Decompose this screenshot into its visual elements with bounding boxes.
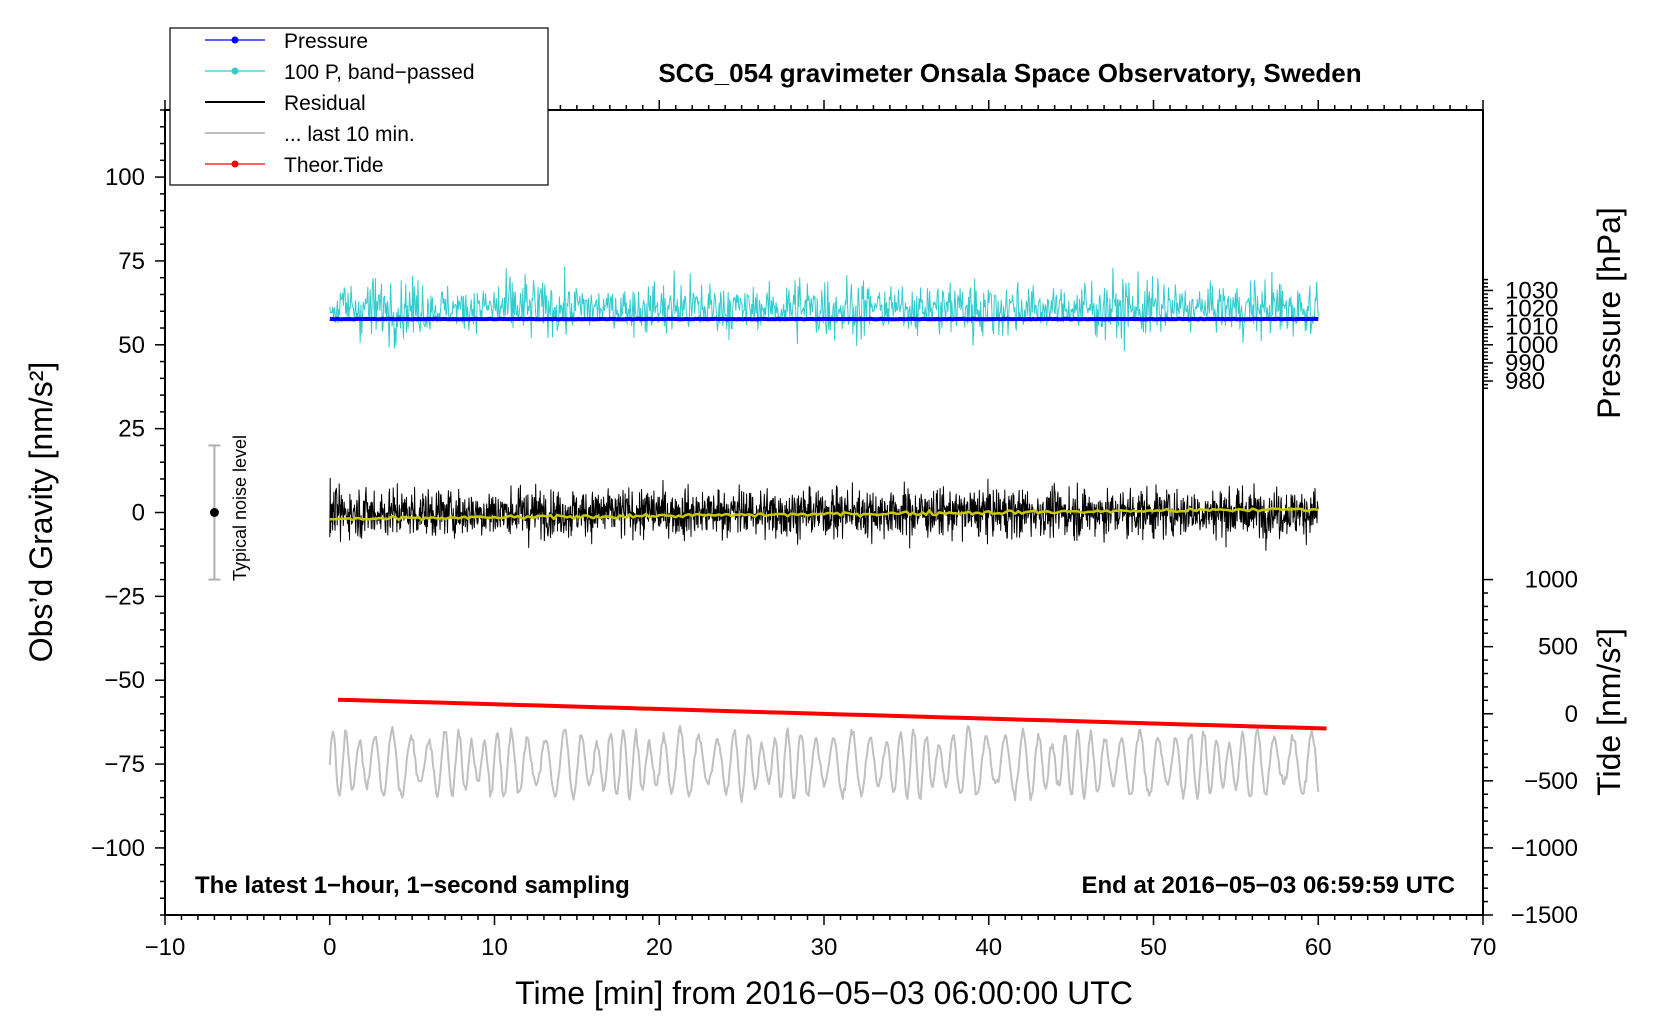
legend-label-theor-tide: Theor.Tide [284, 154, 384, 177]
annotation-right-note: End at 2016−05−03 06:59:59 UTC [1081, 872, 1455, 899]
y-tick-label: 0 [132, 500, 145, 527]
y-tick-label: 100 [105, 164, 145, 191]
tide-tick-label: −1000 [1511, 835, 1578, 862]
series-band-passed-pressure [329, 266, 1319, 352]
y-tick-label: −75 [104, 751, 145, 778]
pressure-tick-label: 1030 [1505, 277, 1558, 304]
y-axis-title-left: Obs’d Gravity [nm/s²] [23, 362, 59, 663]
data-series [328, 266, 1327, 804]
y-axis-title-tide: Tide [nm/s²] [1591, 628, 1627, 796]
x-axis-title: Time [min] from 2016−05−03 06:00:00 UTC [515, 975, 1133, 1011]
y-tick-label: −50 [104, 667, 145, 694]
x-tick-label: 20 [646, 934, 673, 961]
legend-entry-pressure: Pressure [205, 30, 368, 53]
y-tick-label: −100 [91, 835, 145, 862]
pressure-tick-label: 980 [1505, 368, 1545, 395]
noise-bar-center-dot [209, 508, 219, 517]
legend-entry-residual: Residual [205, 92, 366, 115]
pressure-tick-label: 990 [1505, 350, 1545, 377]
legend-label-last-10-min: ... last 10 min. [284, 123, 415, 146]
annotation-left-note: The latest 1−hour, 1−second sampling [195, 872, 630, 899]
x-tick-label: 50 [1140, 934, 1167, 961]
series-theor-tide [337, 697, 1327, 731]
legend-marker-theor-tide [231, 160, 239, 168]
legend-box [169, 27, 549, 186]
x-tick-label: 30 [811, 934, 838, 961]
series-residual [329, 477, 1319, 551]
series-pressure [329, 316, 1319, 322]
tide-tick-label: −500 [1524, 768, 1578, 795]
tide-tick-label: 500 [1538, 634, 1578, 661]
legend-label-pressure: Pressure [284, 30, 368, 53]
legend-label-residual: Residual [284, 92, 366, 115]
tide-tick-label: 0 [1565, 701, 1578, 728]
x-tick-label: 60 [1305, 934, 1332, 961]
x-tick-label: 40 [975, 934, 1002, 961]
y-tick-label: −25 [104, 583, 145, 610]
legend-entry-band-passed: 100 P, band−passed [205, 61, 475, 84]
y-tick-label: 25 [118, 416, 145, 443]
y-axis-title-pressure: Pressure [hPa] [1591, 207, 1627, 419]
x-tick-label: 0 [323, 934, 336, 961]
legend-label-band-passed: 100 P, band−passed [284, 61, 475, 84]
tide-tick-label: −1500 [1511, 902, 1578, 929]
y-tick-label: 50 [118, 332, 145, 359]
pressure-tick-label: 1020 [1505, 296, 1558, 323]
axis-ticks: −10 0 10 20 30 40 50 60 701007550250−25−50−75−10… [91, 100, 1578, 961]
noise-level-bar [208, 444, 221, 581]
x-tick-label: 10 [481, 934, 508, 961]
pressure-tick-label: 1010 [1505, 314, 1558, 341]
legend: Pressure 100 P, band−passed Residual ...… [169, 27, 549, 186]
legend-entry-last-10-min: ... last 10 min. [205, 123, 415, 146]
pressure-tick-label: 1000 [1505, 332, 1558, 359]
legend-entry-theor-tide: Theor.Tide [205, 154, 384, 177]
tide-tick-label: 1000 [1525, 567, 1578, 594]
y-tick-label: 75 [118, 248, 145, 275]
x-tick-label: 70 [1470, 934, 1497, 961]
series-residual-smoothed [329, 507, 1319, 522]
legend-marker-pressure [231, 36, 239, 44]
series-last-10-min [328, 725, 1320, 804]
chart-title: SCG_054 gravimeter Onsala Space Observat… [658, 58, 1361, 88]
noise-level-label: Typical noise level [230, 435, 250, 581]
legend-marker-band-passed [231, 67, 239, 75]
x-tick-label: −10 [145, 934, 186, 961]
